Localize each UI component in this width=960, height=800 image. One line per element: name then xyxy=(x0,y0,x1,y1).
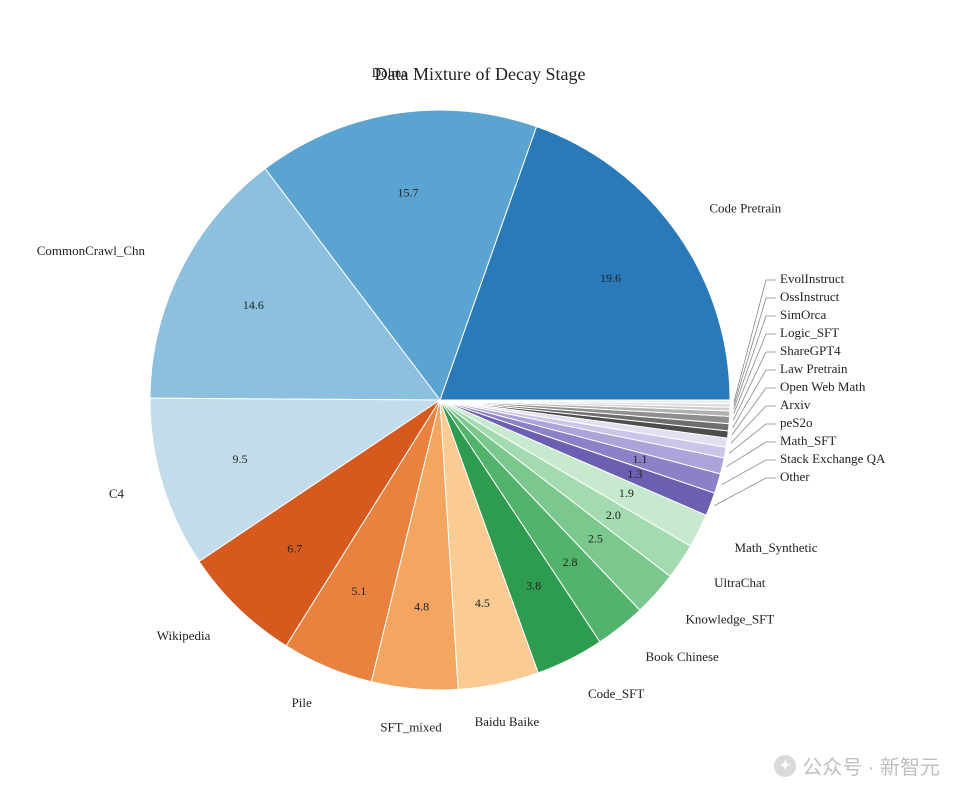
slice-name-label: Math_SFT xyxy=(780,433,836,448)
slice-name-label: peS2o xyxy=(780,415,813,430)
slice-value-label: 1.9 xyxy=(619,486,634,500)
wechat-icon: ✦ xyxy=(774,755,796,777)
slice-value-label: 2.8 xyxy=(563,555,578,569)
slice-value-label: 2.0 xyxy=(606,508,621,522)
watermark: ✦ 公众号 · 新智元 xyxy=(774,751,940,780)
slice-name-label: Baidu Baike xyxy=(475,714,540,729)
slice-value-label: 19.6 xyxy=(600,271,621,285)
slice-value-label: 9.5 xyxy=(233,452,248,466)
leader-line xyxy=(734,316,776,409)
leader-line xyxy=(722,460,776,485)
slice-value-label: 4.5 xyxy=(475,596,490,610)
slice-name-label: Pile xyxy=(292,695,312,710)
slice-value-label: 14.6 xyxy=(243,298,264,312)
slice-name-label: UltraChat xyxy=(714,575,766,590)
slice-name-label: Open Web Math xyxy=(780,379,866,394)
slice-value-label: 5.1 xyxy=(351,584,366,598)
slice-name-label: Wikipedia xyxy=(157,628,211,643)
slice-name-label: EvolInstruct xyxy=(780,271,845,286)
slice-name-label: Law Pretrain xyxy=(780,361,848,376)
chart-root: Data Mixture of Decay Stage 19.615.714.6… xyxy=(0,0,960,800)
leader-line xyxy=(726,442,776,467)
slice-value-label: 2.5 xyxy=(588,531,603,545)
slice-name-label: Dolma xyxy=(372,65,408,80)
slice-name-label: Code Pretrain xyxy=(709,200,781,215)
slice-name-label: ShareGPT4 xyxy=(780,343,841,358)
slice-name-label: SFT_mixed xyxy=(380,720,442,735)
slice-name-label: C4 xyxy=(109,486,125,501)
slice-name-label: CommonCrawl_Chn xyxy=(37,243,146,258)
watermark-text: 公众号 · 新智元 xyxy=(802,751,940,780)
slice-name-label: Arxiv xyxy=(780,397,811,412)
slice-name-label: Code_SFT xyxy=(588,686,644,701)
slice-value-label: 3.8 xyxy=(526,578,541,592)
slice-value-label: 6.7 xyxy=(287,542,302,556)
leader-line xyxy=(714,478,776,506)
slice-value-label: 4.8 xyxy=(414,600,429,614)
leader-line xyxy=(734,334,776,414)
slice-name-label: Other xyxy=(780,469,810,484)
slice-name-label: Book Chinese xyxy=(646,649,720,664)
slice-name-label: Logic_SFT xyxy=(780,325,839,340)
slice-value-label: 1.3 xyxy=(627,467,642,481)
pie-chart: 19.6 15.7 14.6 9.5 6.7 5.1 4.8 4.5 3.8 2.8 2.52.0 1… xyxy=(0,0,960,800)
slice-name-label: SimOrca xyxy=(780,307,826,322)
slice-name-label: Math_Synthetic xyxy=(735,540,818,555)
slice-value-label: 15.7 xyxy=(397,185,418,199)
slice-value-label: 1.1 xyxy=(632,452,647,466)
slice-name-label: Knowledge_SFT xyxy=(685,612,774,627)
leader-line xyxy=(733,370,776,428)
slice-name-label: OssInstruct xyxy=(780,289,840,304)
leader-line xyxy=(729,424,776,453)
slice-name-label: Stack Exchange QA xyxy=(780,451,886,466)
